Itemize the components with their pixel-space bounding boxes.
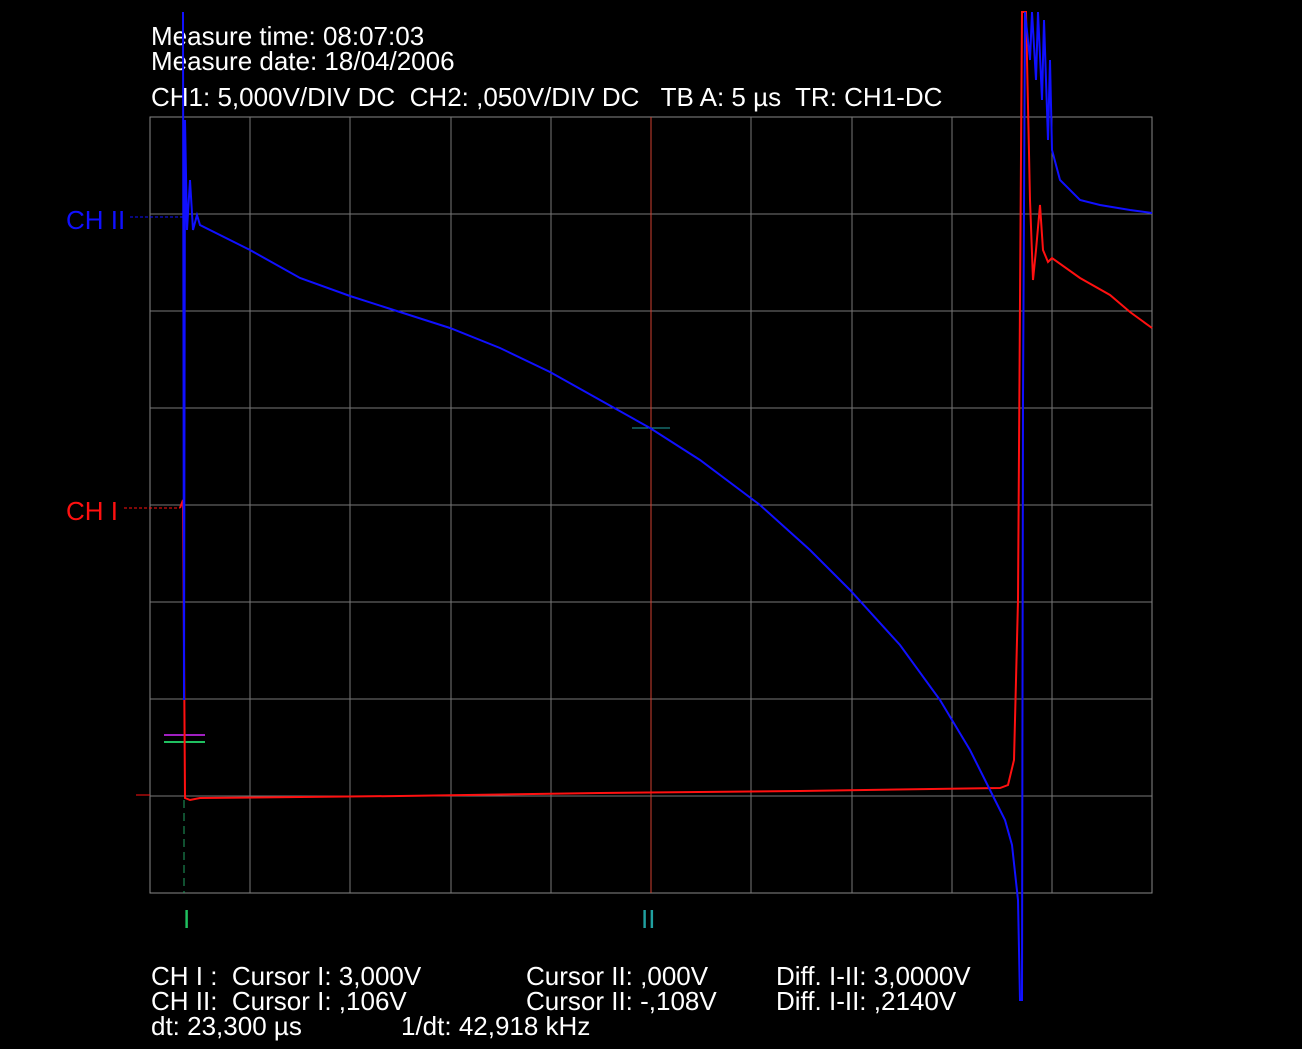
readout-dt: dt: 23,300 µs (151, 1011, 302, 1041)
ch2-trace (182, 11, 1153, 1001)
ch1-trace (179, 11, 1153, 802)
measure-time: Measure time: 08:07:03 (151, 21, 424, 51)
readout-cell: Diff. I-II: ,2140V (776, 986, 957, 1016)
readout-cell: CH I : Cursor I: 3,000V (151, 961, 422, 991)
readout-freq: 1/dt: 42,918 kHz (401, 1011, 590, 1041)
readout-cell: Cursor II: ,000V (526, 961, 709, 991)
readout-cell: Diff. I-II: 3,0000V (776, 961, 971, 991)
readout-cell: CH II: Cursor I: ,106V (151, 986, 407, 1016)
readout-cell: Cursor II: -,108V (526, 986, 717, 1016)
ch2-label: CH II (66, 205, 125, 235)
ch1-label: CH I (66, 496, 118, 526)
cursor-i-label: I (183, 904, 190, 934)
measure-date: Measure date: 18/04/2006 (151, 46, 455, 76)
settings: CH1: 5,000V/DIV DC CH2: ,050V/DIV DC TB … (151, 82, 942, 112)
cursor-ii-label: II (641, 904, 655, 934)
